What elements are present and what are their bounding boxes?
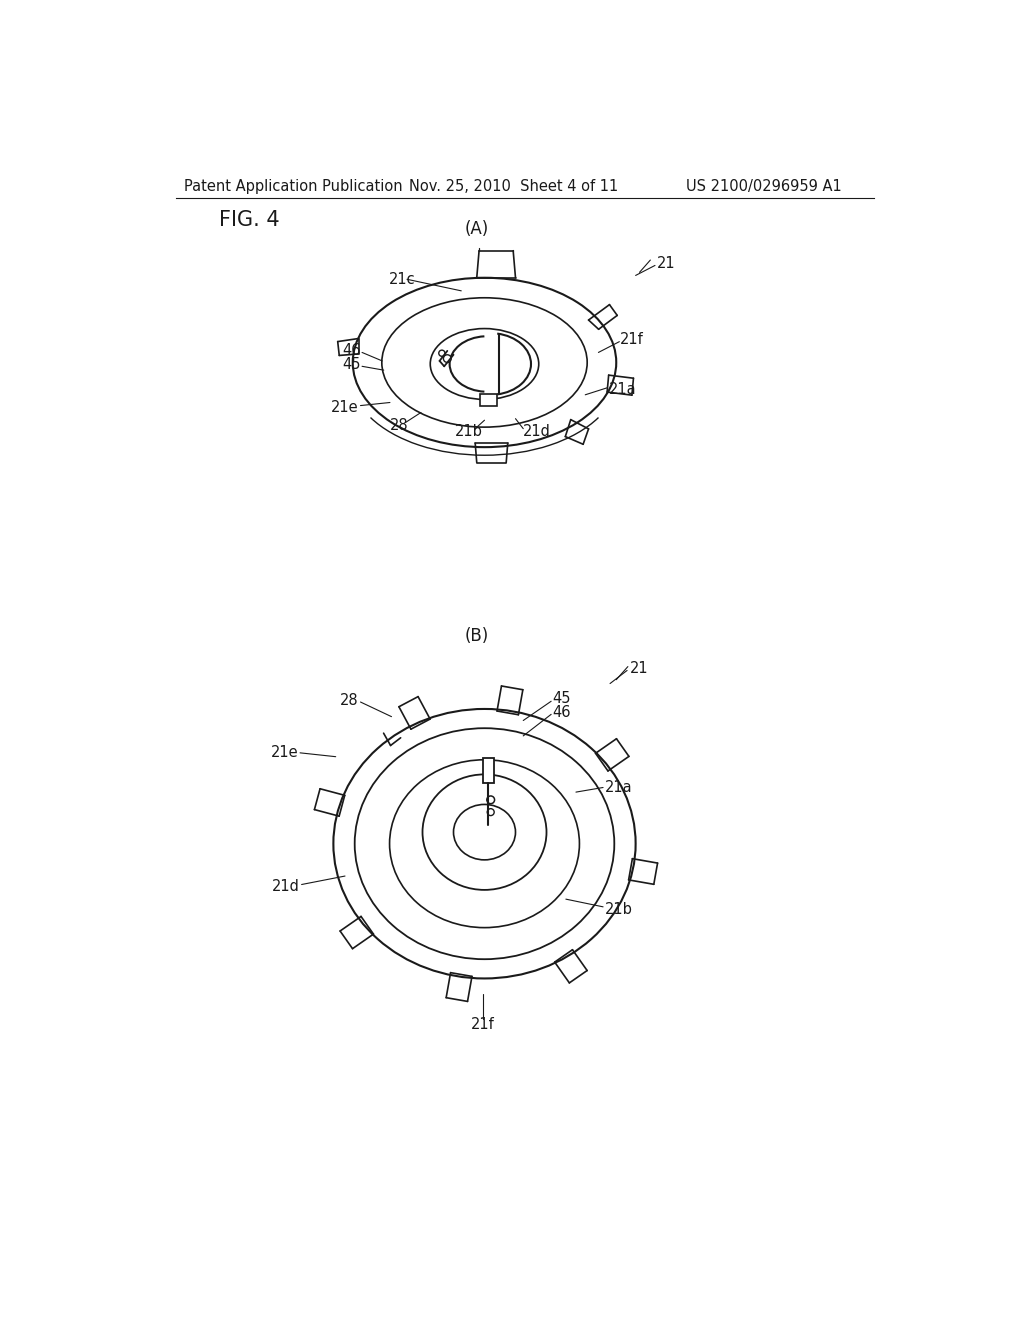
Text: (B): (B) [465,627,488,644]
Text: 21f: 21f [621,331,644,347]
Text: 46: 46 [553,705,571,721]
Circle shape [443,355,452,363]
Text: Nov. 25, 2010  Sheet 4 of 11: Nov. 25, 2010 Sheet 4 of 11 [409,180,617,194]
Circle shape [487,809,495,816]
Text: 45: 45 [342,358,360,372]
Text: Patent Application Publication: Patent Application Publication [183,180,402,194]
Text: 21b: 21b [604,902,633,916]
Text: 45: 45 [553,692,571,706]
Text: 21d: 21d [272,879,300,894]
Text: (A): (A) [465,220,488,238]
Circle shape [438,350,445,356]
Text: US 2100/0296959 A1: US 2100/0296959 A1 [686,180,842,194]
Text: 21a: 21a [604,780,632,795]
Text: 21b: 21b [455,424,483,440]
Bar [480,395,497,407]
Text: 21a: 21a [608,381,636,397]
Text: 46: 46 [342,343,360,359]
Text: 28: 28 [340,693,359,708]
Text: 21d: 21d [523,424,551,440]
Text: 28: 28 [390,418,409,433]
Text: 21c: 21c [388,272,415,286]
Text: 21: 21 [630,660,649,676]
Text: 21: 21 [656,256,675,272]
Circle shape [486,796,495,804]
Text: 21e: 21e [271,746,299,760]
Text: 21e: 21e [332,400,359,414]
Text: FIG. 4: FIG. 4 [219,210,281,230]
Text: 21f: 21f [471,1018,495,1032]
Bar [483,758,494,783]
